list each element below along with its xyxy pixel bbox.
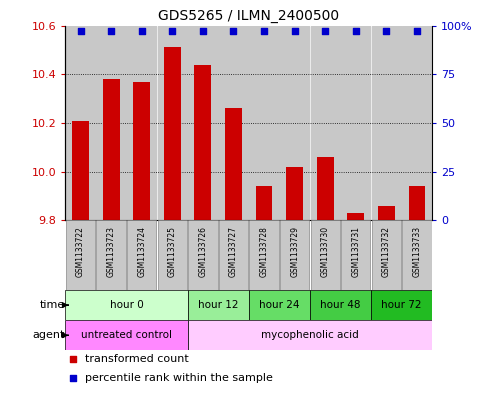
- Text: GSM1133726: GSM1133726: [199, 226, 207, 277]
- Bar: [409, 186, 426, 220]
- Bar: [164, 48, 181, 220]
- Bar: [286, 167, 303, 220]
- Bar: [249, 290, 310, 320]
- Text: hour 48: hour 48: [320, 300, 361, 310]
- Point: [169, 28, 176, 35]
- Point: [199, 28, 207, 35]
- Point: [229, 28, 237, 35]
- Point: [312, 127, 319, 134]
- Point: [291, 28, 298, 35]
- Text: hour 12: hour 12: [198, 300, 239, 310]
- Bar: [188, 26, 217, 220]
- Bar: [280, 220, 309, 290]
- Bar: [188, 220, 217, 290]
- Bar: [72, 121, 89, 220]
- Point: [383, 28, 390, 35]
- Bar: [157, 26, 187, 220]
- Bar: [341, 26, 370, 220]
- Bar: [402, 220, 432, 290]
- Bar: [371, 290, 432, 320]
- Bar: [133, 82, 150, 220]
- Text: GSM1133730: GSM1133730: [321, 226, 330, 277]
- Text: GSM1133722: GSM1133722: [76, 226, 85, 277]
- Bar: [103, 79, 119, 220]
- Bar: [249, 220, 279, 290]
- Text: GSM1133728: GSM1133728: [259, 226, 269, 277]
- Bar: [219, 26, 248, 220]
- Bar: [311, 26, 340, 220]
- Bar: [195, 64, 211, 220]
- Text: GSM1133732: GSM1133732: [382, 226, 391, 277]
- Bar: [97, 26, 126, 220]
- Bar: [311, 220, 340, 290]
- Bar: [280, 26, 309, 220]
- Point: [138, 28, 145, 35]
- Point: [107, 28, 115, 35]
- Bar: [97, 220, 126, 290]
- Bar: [341, 220, 370, 290]
- Bar: [378, 206, 395, 220]
- Bar: [347, 213, 364, 220]
- Text: GSM1133729: GSM1133729: [290, 226, 299, 277]
- Text: hour 0: hour 0: [110, 300, 143, 310]
- Bar: [317, 157, 334, 220]
- Text: hour 24: hour 24: [259, 300, 299, 310]
- Bar: [219, 220, 248, 290]
- Text: GSM1133724: GSM1133724: [137, 226, 146, 277]
- Text: time: time: [40, 300, 65, 310]
- Bar: [225, 108, 242, 220]
- Text: hour 72: hour 72: [382, 300, 422, 310]
- Bar: [256, 186, 272, 220]
- Bar: [249, 26, 279, 220]
- Title: GDS5265 / ILMN_2400500: GDS5265 / ILMN_2400500: [158, 9, 339, 23]
- Point: [77, 28, 85, 35]
- Bar: [66, 26, 95, 220]
- Text: mycophenolic acid: mycophenolic acid: [261, 330, 359, 340]
- Point: [321, 28, 329, 35]
- Bar: [402, 26, 432, 220]
- Point: [413, 28, 421, 35]
- Bar: [187, 290, 249, 320]
- Bar: [66, 220, 95, 290]
- Text: GSM1133733: GSM1133733: [412, 226, 422, 277]
- Text: transformed count: transformed count: [85, 354, 189, 364]
- Bar: [187, 320, 432, 350]
- Bar: [65, 320, 187, 350]
- Text: untreated control: untreated control: [81, 330, 172, 340]
- Text: GSM1133725: GSM1133725: [168, 226, 177, 277]
- Bar: [157, 220, 187, 290]
- Text: agent: agent: [33, 330, 65, 340]
- Bar: [127, 26, 156, 220]
- Bar: [310, 290, 371, 320]
- Text: percentile rank within the sample: percentile rank within the sample: [85, 373, 273, 383]
- Point: [352, 28, 360, 35]
- Bar: [127, 220, 156, 290]
- Point: [312, 301, 319, 308]
- Text: GSM1133731: GSM1133731: [351, 226, 360, 277]
- Bar: [372, 26, 401, 220]
- Bar: [372, 220, 401, 290]
- Text: GSM1133727: GSM1133727: [229, 226, 238, 277]
- Bar: [65, 290, 187, 320]
- Text: GSM1133723: GSM1133723: [107, 226, 115, 277]
- Point: [260, 28, 268, 35]
